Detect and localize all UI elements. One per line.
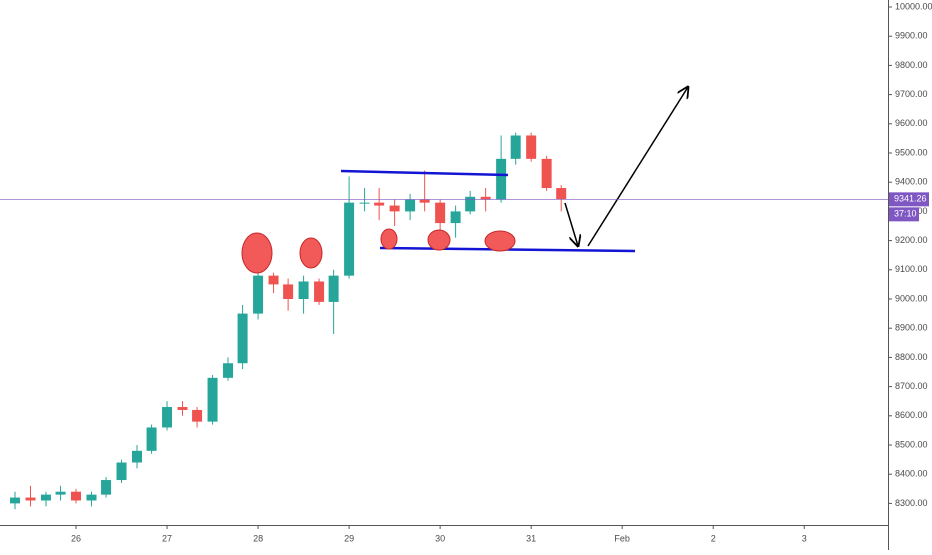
countdown-label: 37:10 [894, 209, 917, 219]
annotations [241, 87, 688, 274]
y-tick-label: 9000.00 [895, 293, 928, 303]
candle-body [10, 497, 21, 504]
candle-body [283, 284, 294, 299]
y-tick-label: 9900.00 [895, 31, 928, 41]
candle-body [405, 199, 416, 212]
x-tick-label: 29 [344, 533, 354, 543]
y-tick-label: 8700.00 [895, 381, 928, 391]
x-tick-label: 2 [711, 533, 716, 543]
candle-body [328, 275, 339, 302]
x-tick-label: 30 [435, 533, 445, 543]
y-tick-label: 9100.00 [895, 264, 928, 274]
candle-body [526, 135, 537, 159]
last-price-label: 9341.26 [894, 194, 927, 204]
candle-body [268, 275, 279, 285]
last-price-box [889, 192, 929, 207]
candle-body [496, 158, 507, 200]
x-tick-label: 28 [253, 533, 263, 543]
candle-body [177, 407, 188, 410]
highlight-ellipse [241, 232, 273, 274]
x-tick-label: 31 [526, 533, 536, 543]
y-tick-label: 9700.00 [895, 89, 928, 99]
candle-body [116, 462, 127, 481]
candle-body [253, 275, 264, 314]
highlight-ellipse [484, 230, 516, 252]
highlight-ellipse [380, 228, 398, 250]
arrow [564, 202, 578, 246]
x-tick-label: 26 [71, 533, 81, 543]
candle-body [510, 135, 521, 159]
candle-body [132, 450, 143, 463]
candle-body [480, 196, 491, 200]
y-tick-label: 9600.00 [895, 118, 928, 128]
candle-body [192, 409, 203, 422]
candle-body [435, 202, 446, 224]
candle-body [40, 494, 51, 501]
y-tick-label: 10000.00 [895, 1, 932, 11]
candle-body [207, 377, 218, 422]
y-tick-label: 9200.00 [895, 235, 928, 245]
arrow [587, 87, 688, 247]
candle-body [86, 494, 97, 501]
trend-line [340, 169, 509, 177]
y-tick-label: 9800.00 [895, 60, 928, 70]
highlight-ellipse [427, 229, 451, 251]
candle-body [450, 211, 461, 224]
candle-body [465, 196, 476, 212]
candle-body [556, 188, 567, 200]
y-tick-label: 8600.00 [895, 410, 928, 420]
y-tick-label: 8500.00 [895, 439, 928, 449]
x-tick-label: Feb [614, 533, 630, 543]
candle-body [223, 363, 234, 378]
x-tick-label: 3 [802, 533, 807, 543]
y-tick-label: 8400.00 [895, 469, 928, 479]
candle-body [389, 205, 400, 212]
y-tick-label: 8300.00 [895, 498, 928, 508]
y-tick-label: 9400.00 [895, 177, 928, 187]
countdown-box [889, 207, 919, 222]
x-tick-label: 27 [162, 533, 172, 543]
y-tick-label: 9500.00 [895, 147, 928, 157]
candle-body [25, 497, 36, 501]
candle-body [374, 202, 385, 206]
highlight-ellipse [299, 237, 323, 269]
candle-body [419, 199, 430, 203]
candle-body [314, 281, 325, 302]
y-tick-label: 8800.00 [895, 352, 928, 362]
candle-body [237, 313, 248, 364]
candle-body [541, 158, 552, 189]
candle-body [344, 202, 355, 276]
candle-body [298, 281, 309, 299]
candle-body [162, 407, 173, 428]
candle-body [71, 491, 82, 501]
candle-body [359, 202, 370, 204]
candle-body [146, 427, 157, 451]
candle-body [101, 480, 112, 495]
y-tick-label: 8900.00 [895, 323, 928, 333]
candle-body [55, 491, 66, 495]
